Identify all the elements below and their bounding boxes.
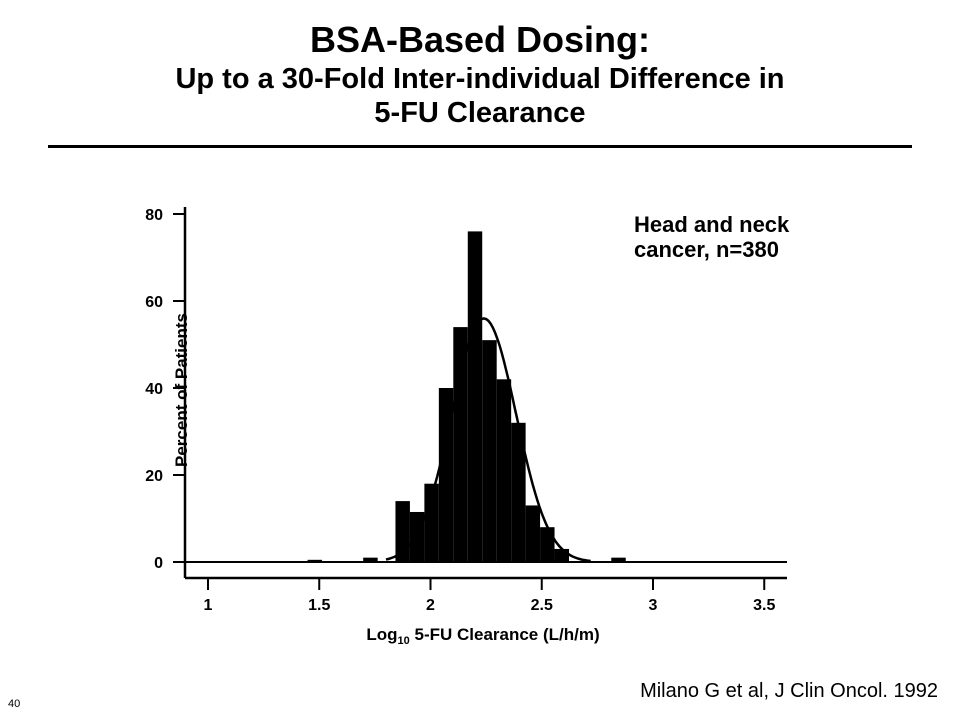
- histogram-bar: [554, 548, 570, 562]
- histogram-bar: [525, 505, 541, 562]
- x-tick-label: 3.5: [753, 597, 775, 614]
- slide-subtitle-line1: Up to a 30-Fold Inter-individual Differe…: [175, 63, 785, 95]
- slide-number: 40: [8, 698, 21, 710]
- histogram-bar: [307, 559, 323, 562]
- histogram-bar: [482, 340, 497, 562]
- annotation-line2: cancer, n=380: [634, 237, 779, 262]
- y-tick-label: 60: [145, 294, 163, 311]
- x-tick-label: 1: [204, 597, 213, 614]
- x-tick-label: 3: [649, 597, 658, 614]
- slide-title: BSA-Based Dosing:: [309, 19, 651, 60]
- y-tick-label: 0: [154, 555, 163, 572]
- title-divider: [48, 145, 912, 148]
- histogram-bar: [496, 379, 512, 562]
- histogram-bar: [611, 557, 626, 562]
- y-tick-label: 20: [145, 468, 163, 485]
- bars-layer: [307, 231, 626, 562]
- fit-curve: [385, 317, 591, 563]
- y-tick-label: 40: [145, 381, 163, 398]
- y-axis-label: Percent of Patients: [172, 313, 191, 467]
- annotation-line1: Head and neck: [634, 212, 790, 237]
- x-axis-label: Log10 5-FU Clearance (L/h/m): [366, 625, 599, 647]
- histogram-bar: [424, 483, 439, 562]
- histogram-bar: [438, 388, 454, 562]
- citation: Milano G et al, J Clin Oncol. 1992: [640, 680, 938, 702]
- histogram-bar: [453, 327, 468, 562]
- histogram-bar: [540, 527, 555, 562]
- x-tick-label: 1.5: [308, 597, 330, 614]
- histogram-bar: [467, 231, 483, 562]
- y-tick-label: 80: [145, 207, 163, 224]
- histogram-bar: [363, 557, 378, 562]
- y-ticks: 0 20 40 60 80: [145, 207, 185, 572]
- slide-subtitle-line2: 5-FU Clearance: [374, 97, 586, 129]
- x-ticks: 1 1.5 2 2.5 3 3.5: [204, 578, 775, 614]
- histogram-bar: [409, 511, 425, 562]
- x-tick-label: 2: [426, 597, 435, 614]
- histogram-bar: [511, 422, 526, 562]
- x-tick-label: 2.5: [531, 597, 553, 614]
